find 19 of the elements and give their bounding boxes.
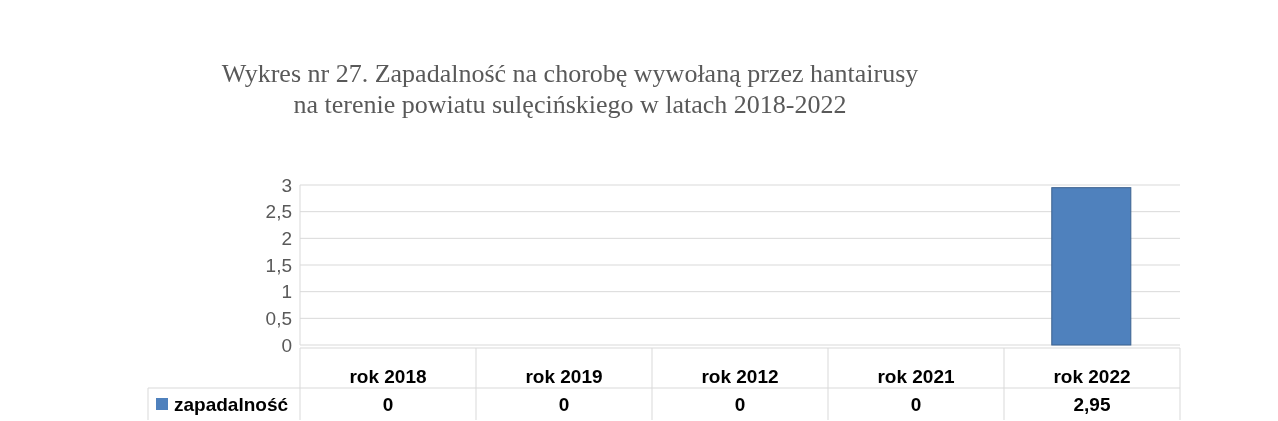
- data-label: 0: [382, 393, 394, 415]
- data-label: 0: [558, 393, 570, 415]
- data-label: 0: [910, 393, 922, 415]
- x-tick-label: rok 2021: [877, 365, 955, 387]
- x-tick-label: rok 2019: [525, 365, 603, 387]
- data-label: 2,95: [1073, 393, 1111, 415]
- x-tick-label: rok 2018: [349, 365, 427, 387]
- y-tick-label: 1,5: [265, 254, 292, 276]
- legend-label: zapadalność: [174, 393, 289, 415]
- chart-title: Wykres nr 27. Zapadalność na chorobę wywołaną przez hantairusy na terenie powiatu sulęcińskiego w latach 2018-2022: [221, 59, 919, 119]
- y-tick-label: 1: [281, 281, 292, 303]
- y-tick-label: 0: [281, 334, 292, 356]
- data-label: 0: [734, 393, 746, 415]
- x-tick-label: rok 2022: [1053, 365, 1131, 387]
- y-tick-label: 2,5: [265, 201, 292, 223]
- x-tick-label: rok 2012: [701, 365, 779, 387]
- y-tick-label: 0,5: [265, 307, 292, 329]
- y-tick-label: 2: [281, 227, 292, 249]
- y-tick-label: 3: [281, 174, 292, 196]
